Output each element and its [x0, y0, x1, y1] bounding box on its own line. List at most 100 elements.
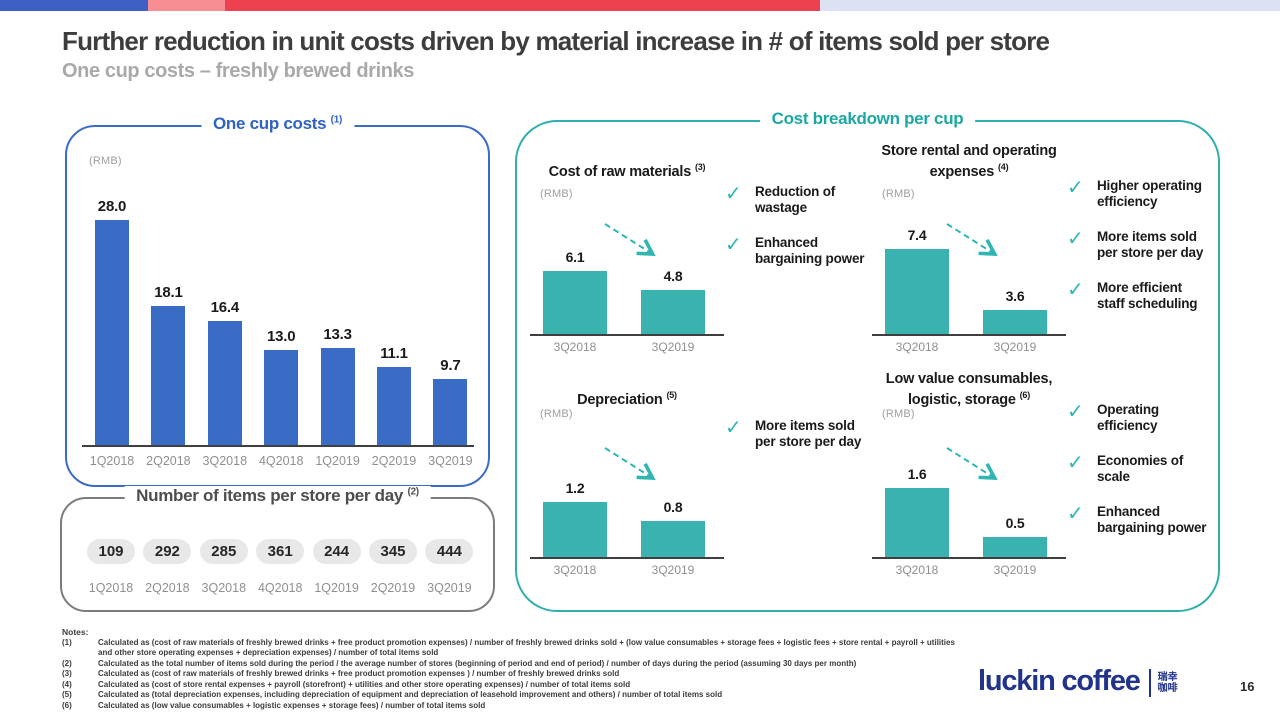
- decline-arrow-icon: [946, 223, 998, 257]
- checkmark-icon: ✓: [1067, 501, 1084, 525]
- bar-value-label: 1.2: [565, 480, 585, 496]
- driver-checklist: ✓ Operating efficiency ✓ Economies of scale…: [1067, 370, 1217, 536]
- bar-value-label: 1.6: [907, 466, 927, 482]
- checkmark-icon: ✓: [725, 232, 742, 256]
- check-item-label: Higher operating efficiency: [1097, 178, 1202, 209]
- check-item: ✓ More items sold per store per day: [725, 415, 875, 450]
- mini-chart-title: Cost of raw materials (3): [530, 144, 724, 180]
- footnote-ref-2: (2): [407, 486, 420, 498]
- bar-value-label: 18.1: [154, 284, 183, 301]
- accent-segment-red: [225, 0, 820, 11]
- check-item: ✓ More items sold per store per day: [1067, 226, 1217, 261]
- mini-chart-title: Store rental and operating expenses (4): [872, 143, 1066, 180]
- one-cup-costs-title: One cup costs (1): [200, 114, 355, 134]
- check-item-label: Economies of scale: [1097, 453, 1184, 484]
- one-cup-costs-plot: 28.0 18.1 16.4 13.0 13.3 11.1 9.7: [67, 198, 492, 445]
- checkmark-icon: ✓: [1067, 399, 1084, 423]
- x-tick-label: 2Q2018: [146, 454, 191, 468]
- rmb-unit-label: (RMB): [540, 188, 573, 200]
- x-axis: [530, 557, 724, 559]
- driver-checklist: ✓ Reduction of wastage ✓ Enhanced bargainin…: [725, 142, 875, 267]
- bar: [207, 321, 242, 445]
- bar: [641, 521, 705, 557]
- bar: [543, 271, 607, 334]
- decline-arrow-icon: [604, 223, 656, 257]
- page-subtitle: One cup costs – freshly brewed drinks: [62, 60, 414, 82]
- check-item: ✓ More efficient staff scheduling: [1067, 279, 1217, 312]
- mini-chart-plot: 1.6 0.5: [872, 457, 1066, 557]
- check-item: ✓ Enhanced bargaining power: [1067, 501, 1217, 536]
- accent-segment-pink: [148, 0, 225, 11]
- x-tick-label: 3Q2018: [202, 454, 248, 468]
- footnote-row: (2) Calculated as the total number of ite…: [62, 659, 962, 670]
- bar-value-label: 3.6: [1005, 288, 1025, 304]
- check-item-label: More items sold per store per day: [755, 418, 862, 449]
- one-cup-costs-title-text: One cup costs: [212, 114, 327, 133]
- x-axis: [530, 334, 724, 336]
- rmb-unit-label: (RMB): [882, 408, 915, 420]
- driver-checklist: ✓ Higher operating efficiency ✓ More items …: [1067, 142, 1217, 312]
- bar: [264, 350, 299, 445]
- bar: [885, 488, 949, 557]
- footnotes: Notes: (1) Calculated as (cost of raw mat…: [62, 627, 962, 711]
- check-item: ✓ Reduction of wastage: [725, 183, 875, 216]
- x-tick-label: 3Q2019: [993, 563, 1037, 577]
- bar: [543, 502, 607, 557]
- x-tick-label: 1Q2019: [315, 454, 360, 468]
- mini-chart-title: Depreciation (5): [530, 372, 724, 408]
- items-value-pill: 285: [199, 539, 248, 564]
- items-per-store-panel: Number of items per store per day (2) 10…: [60, 486, 495, 612]
- mini-chart-raw-materials: Cost of raw materials (3) (RMB) 6.1 4.8 3Q20…: [530, 142, 875, 370]
- footnote-text: Calculated as the total number of items …: [98, 658, 857, 668]
- rmb-unit-label: (RMB): [89, 155, 122, 167]
- footnote-ref: (5): [666, 390, 677, 401]
- items-value-pill: 345: [369, 539, 417, 564]
- bar-value-label: 13.3: [323, 326, 352, 343]
- footnote-row: (6) Calculated as (low value consumables …: [62, 701, 962, 712]
- bar-value-label: 28.0: [97, 198, 127, 215]
- page-number: 16: [1240, 679, 1255, 694]
- bar-value-label: 16.4: [210, 299, 240, 316]
- items-value-pill: 292: [143, 539, 192, 564]
- mini-chart-title-line: logistic, storage (6): [907, 390, 1031, 408]
- mini-chart-title-line: Store rental and operating: [881, 143, 1057, 160]
- x-tick-label: 1Q2019: [314, 581, 359, 595]
- check-item-label: More items sold per store per day: [1097, 229, 1204, 260]
- footnote-number: (3): [62, 669, 72, 678]
- checkmark-icon: ✓: [1067, 226, 1084, 250]
- checkmark-icon: ✓: [1067, 175, 1084, 199]
- bar: [320, 348, 355, 445]
- check-item-label: More efficient staff scheduling: [1097, 280, 1198, 311]
- one-cup-costs-panel: One cup costs (1) (RMB) 28.0 18.1 16.4 13.0…: [65, 114, 492, 487]
- items-per-store-title: Number of items per store per day (2): [124, 486, 431, 506]
- x-tick-label: 3Q2019: [651, 340, 695, 354]
- mini-chart-plot: 1.2 0.8: [530, 457, 724, 557]
- x-tick-label: 3Q2018: [553, 340, 597, 354]
- items-value-pill: 444: [425, 539, 474, 564]
- top-accent-bar: [0, 0, 1280, 11]
- check-item-label: Enhanced bargaining power: [1097, 504, 1207, 535]
- cost-breakdown-title: Cost breakdown per cup: [759, 109, 976, 129]
- check-item: ✓ Operating efficiency: [1067, 399, 1217, 434]
- x-tick-label: 3Q2018: [895, 340, 939, 354]
- logo-divider: [1148, 669, 1151, 697]
- bar-value-label: 6.1: [565, 249, 585, 265]
- accent-segment-lavender: [820, 0, 1280, 11]
- bar: [885, 249, 949, 334]
- logo-wordmark: luckin coffee: [978, 665, 1141, 697]
- check-item-label: Operating efficiency: [1097, 402, 1159, 433]
- bar-value-label: 0.5: [1005, 515, 1025, 531]
- check-item: ✓ Economies of scale: [1067, 452, 1217, 485]
- footnote-text: Calculated as (total depreciation expens…: [98, 690, 723, 699]
- x-tick-label: 3Q2019: [993, 340, 1037, 354]
- mini-chart-title-line: Low value consumables,: [885, 371, 1053, 388]
- x-tick-label: 3Q2019: [428, 454, 473, 468]
- bar: [433, 379, 468, 445]
- check-item: ✓ Enhanced bargaining power: [725, 232, 875, 267]
- x-axis: [82, 445, 474, 447]
- page-title: Further reduction in unit costs driven b…: [62, 26, 1050, 56]
- footnote-text: Calculated as (cost of raw materials of …: [98, 637, 955, 658]
- decline-arrow-icon: [946, 447, 998, 481]
- checkmark-icon: ✓: [725, 415, 742, 439]
